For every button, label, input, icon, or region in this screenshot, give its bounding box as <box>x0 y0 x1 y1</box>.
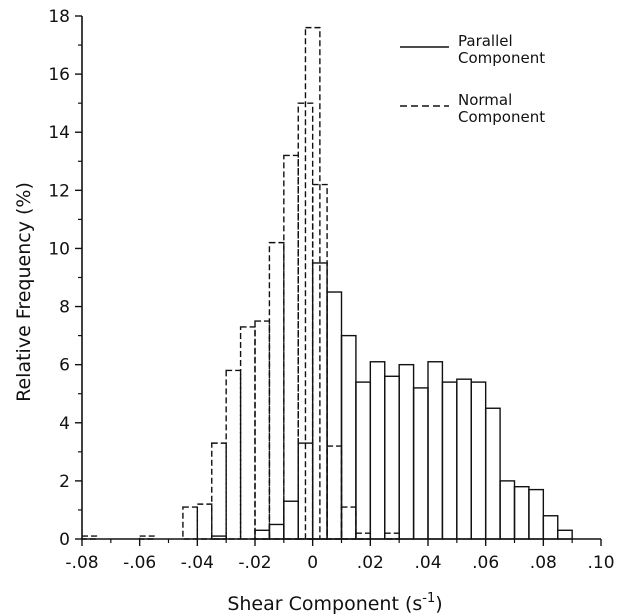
parallel-bar-10 <box>384 375 400 540</box>
x-tick-label: .06 <box>472 553 499 573</box>
parallel-bar-21 <box>542 515 559 540</box>
normal-bar-9 <box>283 154 299 540</box>
normal-bar-2 <box>182 506 199 540</box>
normal-bar-8 <box>268 241 285 540</box>
y-tick-label: 0 <box>59 530 70 550</box>
parallel-bar-8 <box>355 381 372 540</box>
y-axis-title: Relative Frequency (%) <box>13 182 35 402</box>
y-tick-label: 12 <box>48 181 70 201</box>
y-tick-label: 8 <box>59 298 70 318</box>
parallel-bar-3 <box>283 500 299 540</box>
x-axis-title: Shear Component (s-1) <box>227 591 442 615</box>
parallel-bar-1 <box>254 529 271 540</box>
parallel-bar-18 <box>499 480 516 540</box>
x-tick-label: .10 <box>587 553 614 573</box>
y-tick-label: 14 <box>48 123 70 143</box>
normal-bar-5 <box>225 369 242 540</box>
normal-component-bars <box>81 26 400 540</box>
parallel-bar-11 <box>398 363 415 540</box>
x-tick-label: -.06 <box>123 553 156 573</box>
legend-label-parallel: Parallel Component <box>458 32 545 67</box>
x-axis-ticks: -.08 -.06 -.04 -.02 0 .02 .04 .06 .08 .10 <box>65 539 615 573</box>
parallel-bar-17 <box>484 407 501 540</box>
parallel-bar-7 <box>340 334 357 540</box>
normal-bar-14 <box>340 506 357 540</box>
x-axis-title-superscript: -1 <box>422 591 435 606</box>
parallel-bar-6 <box>326 291 343 540</box>
normal-bar-6 <box>239 326 256 540</box>
x-tick-label: .08 <box>530 553 557 573</box>
normal-bar-13 <box>326 445 343 540</box>
parallel-component-bars <box>211 262 573 540</box>
normal-bar-7 <box>254 320 271 540</box>
normal-bar-16 <box>384 532 400 540</box>
parallel-bar-19 <box>513 486 530 540</box>
x-tick-label: .04 <box>414 553 441 573</box>
parallel-bar-12 <box>412 387 429 540</box>
normal-bar-3 <box>196 503 213 540</box>
parallel-bar-13 <box>427 361 444 540</box>
x-tick-label: 0 <box>307 553 318 573</box>
y-tick-label: 2 <box>59 472 70 492</box>
y-tick-label: 18 <box>48 7 70 27</box>
x-tick-label: .02 <box>357 553 384 573</box>
y-tick-label: 16 <box>48 65 70 85</box>
x-tick-label: -.02 <box>238 553 271 573</box>
x-axis-title-close: ) <box>435 593 442 615</box>
parallel-bar-9 <box>369 361 386 540</box>
parallel-bar-15 <box>456 378 472 540</box>
parallel-bar-2 <box>268 523 285 540</box>
legend: Parallel Component Normal Component <box>400 32 545 126</box>
x-tick-label: -.04 <box>181 553 214 573</box>
y-axis-ticks: 0 2 4 6 8 10 12 14 16 18 <box>48 7 82 550</box>
y-tick-label: 10 <box>48 239 70 259</box>
parallel-bar-20 <box>528 488 545 540</box>
normal-bar-15 <box>355 532 372 540</box>
x-axis-title-text: Shear Component (s <box>227 593 422 615</box>
legend-label-normal: Normal Component <box>458 91 545 126</box>
parallel-bar-16 <box>470 381 487 540</box>
parallel-bar-14 <box>441 381 458 540</box>
normal-bar-4 <box>211 442 227 540</box>
x-tick-label: -.08 <box>65 553 98 573</box>
y-tick-label: 6 <box>59 356 70 376</box>
parallel-bar-22 <box>557 529 573 540</box>
y-tick-label: 4 <box>59 414 70 434</box>
